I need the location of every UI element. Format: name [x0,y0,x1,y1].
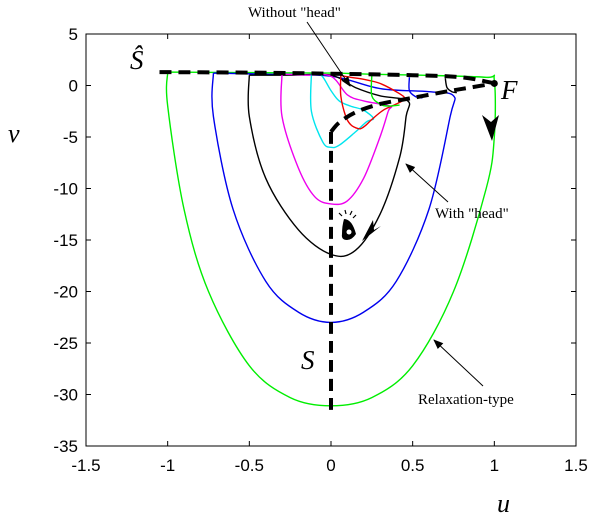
annotation-without-head: Without "head" [248,5,351,87]
x-tick-label: 0.5 [401,456,425,475]
y-tick-label: -20 [53,283,78,302]
y-tick-label: -5 [63,128,78,147]
phase-curves [159,70,498,410]
annotation-relaxation-text: Relaxation-type [418,392,514,408]
annotation-relaxation: Relaxation-type [414,339,570,409]
annotation-relaxation-arrow [433,339,484,387]
x-tick-label: 1.5 [564,456,588,475]
direction-arrow-black [362,220,381,241]
label-s-hat: Ŝ [130,45,144,75]
y-tick-label: -30 [53,386,78,405]
x-tick-label: 0 [326,456,335,475]
trajectory-2 [247,73,411,258]
x-tick-label: -1.5 [71,456,100,475]
annotation-relaxation-box [414,387,570,409]
x-tick-label: -0.5 [235,456,264,475]
annotation-with-head: With "head" [405,163,509,222]
x-axis-label-text: u [497,489,510,518]
x-axis-label: u [497,489,510,518]
annotation-without-head-arrow [306,21,351,87]
eye-icon [338,209,357,240]
annotation-with-head-text: With "head" [435,206,509,222]
annotation-with-head-arrow [405,163,449,203]
y-tick-label: 5 [69,25,78,44]
point-f [490,79,498,87]
dashed-manifold-9 [159,70,495,86]
trajectory-1 [211,72,456,324]
y-tick-label: -25 [53,334,78,353]
y-axis-label: v [8,119,20,148]
x-tick-label: 1 [490,456,499,475]
trajectory-8 [444,78,457,94]
label-f: F [500,75,518,105]
y-axis-label-text: v [8,119,20,148]
y-tick-label: -15 [53,231,78,250]
y-tick-label: 0 [69,77,78,96]
label-s: S [301,345,315,375]
axis-ticks: -1.5 -1 -0.5 0 0.5 1 1.5 5 0 -5 -10 -15 -20 -25 -30 -35 [53,25,587,475]
trajectory-5 [339,74,406,130]
trajectory-3 [280,73,393,206]
direction-arrow-green [482,115,499,141]
y-tick-label: -10 [53,180,78,199]
x-tick-label: -1 [160,456,175,475]
y-tick-label: -35 [53,437,78,456]
annotation-without-head-text: Without "head" [248,5,341,21]
trajectory-0 [165,71,497,407]
